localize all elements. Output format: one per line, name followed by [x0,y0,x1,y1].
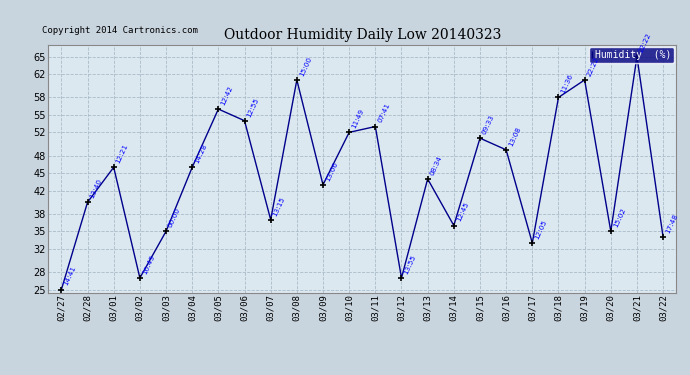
Text: 12:45: 12:45 [455,201,469,223]
Text: 17:48: 17:48 [664,213,679,234]
Text: 15:02: 15:02 [612,207,627,229]
Text: 12:42: 12:42 [219,85,234,106]
Text: 11:36: 11:36 [560,73,574,94]
Text: 16:49: 16:49 [141,254,155,275]
Text: 13:08: 13:08 [508,126,522,147]
Text: 08:34: 08:34 [429,154,444,176]
Text: 12:55: 12:55 [246,96,260,118]
Text: 14:41: 14:41 [63,265,77,287]
Text: 09:33: 09:33 [482,114,495,135]
Title: Outdoor Humidity Daily Low 20140323: Outdoor Humidity Daily Low 20140323 [224,28,501,42]
Text: 07:41: 07:41 [377,102,391,124]
Text: 11:49: 11:49 [351,108,365,130]
Text: 15:00: 15:00 [298,56,313,77]
Legend: Humidity  (%): Humidity (%) [589,47,674,63]
Text: 13:40: 13:40 [89,178,104,200]
Text: 22:22: 22:22 [586,56,600,77]
Text: Copyright 2014 Cartronics.com: Copyright 2014 Cartronics.com [42,26,198,35]
Text: 13:55: 13:55 [403,254,417,275]
Text: 00:00: 00:00 [168,207,181,229]
Text: 22:22: 22:22 [638,32,653,54]
Text: 13:15: 13:15 [272,195,286,217]
Text: 13:06: 13:06 [324,160,339,182]
Text: 12:05: 12:05 [533,219,548,240]
Text: 14:28: 14:28 [194,143,208,165]
Text: 12:21: 12:21 [115,143,130,165]
